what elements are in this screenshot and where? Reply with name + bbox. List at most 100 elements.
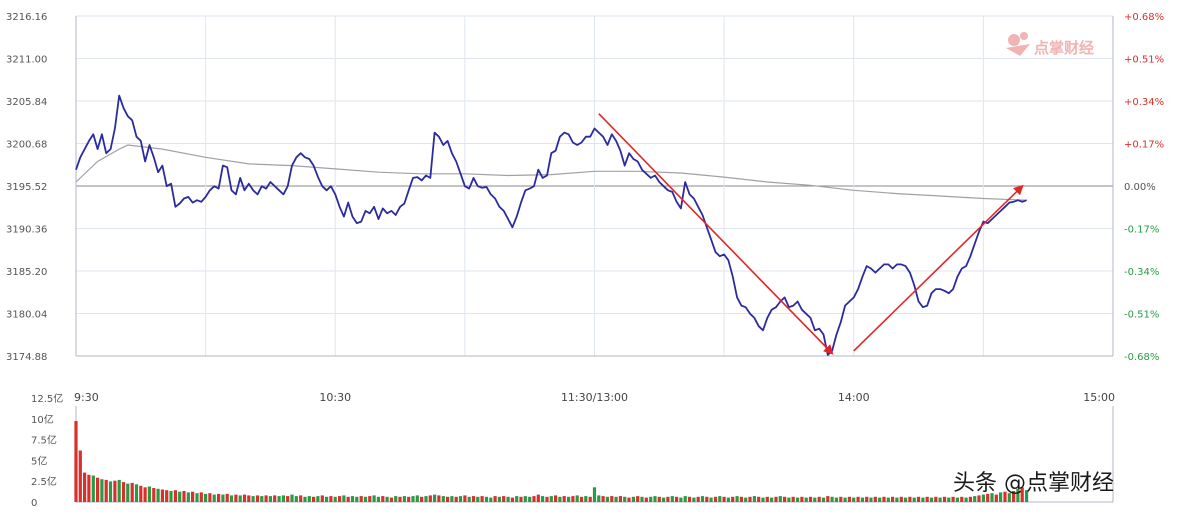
volume-bar	[519, 496, 523, 502]
volume-bar	[679, 497, 683, 502]
volume-bar	[152, 488, 156, 502]
volume-bar	[765, 496, 769, 502]
volume-bar	[994, 494, 998, 502]
volume-bar	[878, 497, 882, 502]
y-tick-label-right: -0.17%	[1124, 225, 1159, 236]
volume-bar	[156, 488, 160, 502]
volume-y-tick-label: 7.5亿	[31, 434, 57, 447]
y-tick-label-left: 3200.68	[6, 140, 47, 151]
volume-bar	[921, 497, 925, 502]
volume-bar	[597, 495, 601, 502]
volume-bar	[968, 496, 972, 502]
volume-bar	[726, 497, 730, 502]
volume-bar	[480, 496, 484, 502]
volume-bar	[627, 497, 631, 502]
volume-bar	[856, 496, 860, 502]
volume-bar	[947, 497, 951, 502]
y-tick-label-right: -0.34%	[1124, 267, 1159, 278]
y-tick-label-right: -0.51%	[1124, 310, 1159, 321]
volume-bar	[800, 496, 804, 502]
volume-bar	[683, 496, 687, 502]
volume-bar	[147, 486, 151, 502]
volume-bar	[839, 496, 843, 502]
volume-bar	[813, 497, 817, 502]
volume-bar	[528, 496, 532, 502]
volume-y-tick-label: 12.5亿	[31, 392, 63, 405]
price-line-layer	[75, 94, 1027, 356]
volume-bar	[355, 496, 359, 502]
volume-bar	[852, 497, 856, 502]
y-tick-label-left: 3205.84	[6, 97, 47, 108]
volume-bar	[506, 496, 510, 502]
volume-bar	[515, 496, 519, 502]
volume-bar	[113, 480, 117, 502]
volume-bar	[325, 496, 329, 502]
volume-bar	[916, 496, 921, 502]
volume-bar	[320, 495, 324, 502]
volume-bar	[614, 496, 618, 502]
volume-bar	[696, 496, 700, 502]
volume-bar	[169, 491, 173, 502]
volume-bar	[532, 496, 536, 502]
volume-bar	[502, 496, 506, 502]
volume-bar	[545, 496, 549, 502]
volume-bar	[108, 481, 113, 502]
volume-bar	[221, 494, 225, 502]
volume-bar	[752, 496, 756, 502]
volume-bar	[368, 496, 372, 502]
volume-bar	[234, 494, 238, 502]
volume-bar	[610, 496, 614, 502]
volume-bar	[437, 495, 441, 502]
volume-bar	[977, 495, 981, 502]
y-tick-label-right: +0.34%	[1124, 97, 1164, 108]
volume-bar	[96, 477, 100, 502]
annotation-layer	[598, 113, 1024, 355]
volume-bar	[618, 496, 622, 502]
volume-bar	[385, 496, 389, 502]
volume-bar	[446, 496, 450, 502]
volume-bar	[739, 496, 743, 502]
dianzhang-logo-icon	[1006, 32, 1030, 56]
volume-bar	[960, 496, 964, 502]
volume-bar	[121, 482, 126, 502]
volume-bar	[394, 496, 398, 502]
volume-bar	[783, 496, 787, 502]
volume-bar	[1025, 490, 1029, 502]
volume-bar	[251, 496, 255, 502]
volume-bar	[757, 496, 761, 502]
volume-bar	[973, 496, 977, 502]
y-tick-label-left: 3216.16	[6, 12, 47, 23]
volume-bar	[925, 496, 929, 502]
volume-bar	[260, 496, 264, 502]
x-axis: 9:30 10:30 11:30/13:00 14:00 15:00	[74, 391, 1115, 404]
volume-bar	[666, 496, 670, 502]
volume-bar	[247, 495, 251, 502]
volume-bar	[281, 495, 285, 502]
volume-bar	[454, 496, 458, 502]
volume-bar	[173, 490, 177, 502]
volume-bar	[1016, 488, 1020, 502]
volume-bar	[942, 496, 947, 502]
y-tick-label-left: 3190.36	[6, 225, 47, 236]
volume-bar	[411, 496, 415, 502]
volume-bar	[748, 496, 752, 502]
volume-bar	[389, 497, 393, 502]
volume-bar	[277, 496, 281, 502]
volume-bar	[770, 497, 774, 502]
volume-bar	[199, 492, 203, 502]
volume-bar	[350, 496, 355, 502]
volume-bar	[471, 496, 476, 502]
y-tick-label-left: 3195.52	[6, 182, 47, 193]
volume-bar	[912, 497, 916, 502]
volume-bar	[225, 493, 229, 502]
average-line-layer	[75, 144, 1027, 201]
volume-bar	[631, 496, 635, 502]
volume-bar	[242, 494, 247, 502]
volume-bar	[860, 497, 864, 502]
volume-bar	[644, 497, 648, 502]
volume-bar	[605, 496, 609, 502]
volume-bar	[299, 495, 303, 502]
volume-bar	[476, 496, 480, 502]
volume-bar	[381, 496, 385, 502]
